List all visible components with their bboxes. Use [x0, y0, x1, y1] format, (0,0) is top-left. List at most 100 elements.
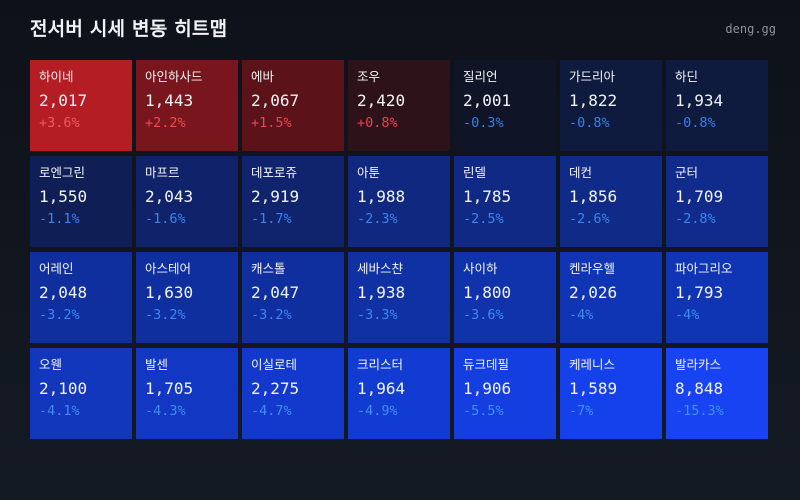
server-price: 1,988: [357, 187, 406, 206]
server-price: 2,100: [39, 379, 88, 398]
server-change: -2.5%: [463, 211, 504, 227]
server-name: 오웬: [39, 357, 63, 372]
brand-label: deng.gg: [725, 22, 776, 36]
server-change: -3.3%: [357, 307, 398, 323]
server-change: -2.8%: [675, 211, 716, 227]
server-name: 데포로쥬: [251, 165, 298, 180]
server-tile[interactable]: 하딘 1,934 -0.8%: [666, 60, 768, 151]
server-price: 2,919: [251, 187, 300, 206]
server-price: 1,934: [675, 91, 724, 110]
server-name: 발센: [145, 357, 169, 372]
server-name: 사이하: [463, 261, 498, 276]
server-tile[interactable]: 발라카스 8,848 -15.3%: [666, 348, 768, 439]
server-tile[interactable]: 캐스톨 2,047 -3.2%: [242, 252, 344, 343]
server-price: 1,822: [569, 91, 618, 110]
server-name: 발라카스: [675, 357, 722, 372]
server-price: 8,848: [675, 379, 724, 398]
server-tile[interactable]: 세바스챤 1,938 -3.3%: [348, 252, 450, 343]
server-tile[interactable]: 듀크데필 1,906 -5.5%: [454, 348, 556, 439]
server-tile[interactable]: 로엔그린 1,550 -1.1%: [30, 156, 132, 247]
server-change: +3.6%: [39, 115, 80, 131]
server-name: 조우: [357, 69, 381, 84]
server-change: -0.3%: [463, 115, 504, 131]
server-name: 린델: [463, 165, 487, 180]
server-price: 1,793: [675, 283, 724, 302]
server-price: 1,785: [463, 187, 512, 206]
server-name: 하이네: [39, 69, 74, 84]
server-name: 아툰: [357, 165, 381, 180]
server-price: 1,550: [39, 187, 88, 206]
server-tile[interactable]: 조우 2,420 +0.8%: [348, 60, 450, 151]
server-change: -1.1%: [39, 211, 80, 227]
server-tile[interactable]: 데컨 1,856 -2.6%: [560, 156, 662, 247]
server-name: 듀크데필: [463, 357, 510, 372]
server-price: 2,001: [463, 91, 512, 110]
server-tile[interactable]: 아툰 1,988 -2.3%: [348, 156, 450, 247]
server-name: 질리언: [463, 69, 498, 84]
server-change: +2.2%: [145, 115, 186, 131]
server-tile[interactable]: 발센 1,705 -4.3%: [136, 348, 238, 439]
server-tile[interactable]: 데포로쥬 2,919 -1.7%: [242, 156, 344, 247]
server-name: 하딘: [675, 69, 699, 84]
server-change: -3.2%: [251, 307, 292, 323]
heatmap-grid: 하이네 2,017 +3.6% 아인하사드 1,443 +2.2% 에바 2,0…: [30, 60, 768, 439]
server-name: 아인하사드: [145, 69, 203, 84]
server-tile[interactable]: 아인하사드 1,443 +2.2%: [136, 60, 238, 151]
server-price: 1,964: [357, 379, 406, 398]
server-change: -0.8%: [675, 115, 716, 131]
server-tile[interactable]: 크리스터 1,964 -4.9%: [348, 348, 450, 439]
server-change: -4.7%: [251, 403, 292, 419]
server-name: 케레니스: [569, 357, 616, 372]
server-price: 1,443: [145, 91, 194, 110]
server-tile[interactable]: 오웬 2,100 -4.1%: [30, 348, 132, 439]
server-name: 마프르: [145, 165, 180, 180]
server-name: 크리스터: [357, 357, 404, 372]
server-price: 1,630: [145, 283, 194, 302]
server-tile[interactable]: 하이네 2,017 +3.6%: [30, 60, 132, 151]
server-price: 1,906: [463, 379, 512, 398]
server-change: -4.3%: [145, 403, 186, 419]
server-price: 1,705: [145, 379, 194, 398]
server-tile[interactable]: 질리언 2,001 -0.3%: [454, 60, 556, 151]
server-tile[interactable]: 어레인 2,048 -3.2%: [30, 252, 132, 343]
server-tile[interactable]: 에바 2,067 +1.5%: [242, 60, 344, 151]
server-name: 아스테어: [145, 261, 192, 276]
server-name: 이실로테: [251, 357, 298, 372]
server-tile[interactable]: 가드리아 1,822 -0.8%: [560, 60, 662, 151]
server-tile[interactable]: 린델 1,785 -2.5%: [454, 156, 556, 247]
server-name: 파아그리오: [675, 261, 733, 276]
page-title: 전서버 시세 변동 히트맵: [30, 18, 228, 40]
server-change: -2.3%: [357, 211, 398, 227]
server-change: -4.9%: [357, 403, 398, 419]
server-price: 2,275: [251, 379, 300, 398]
server-name: 캐스톨: [251, 261, 286, 276]
server-tile[interactable]: 사이하 1,800 -3.6%: [454, 252, 556, 343]
server-name: 가드리아: [569, 69, 616, 84]
server-change: -7%: [569, 403, 594, 419]
server-price: 1,938: [357, 283, 406, 302]
server-price: 2,017: [39, 91, 88, 110]
server-price: 2,026: [569, 283, 618, 302]
server-tile[interactable]: 켄라우헬 2,026 -4%: [560, 252, 662, 343]
server-price: 1,856: [569, 187, 618, 206]
server-tile[interactable]: 이실로테 2,275 -4.7%: [242, 348, 344, 439]
server-tile[interactable]: 마프르 2,043 -1.6%: [136, 156, 238, 247]
server-change: -4.1%: [39, 403, 80, 419]
server-change: -1.7%: [251, 211, 292, 227]
server-tile[interactable]: 군터 1,709 -2.8%: [666, 156, 768, 247]
server-change: -3.6%: [463, 307, 504, 323]
server-name: 로엔그린: [39, 165, 86, 180]
server-tile[interactable]: 아스테어 1,630 -3.2%: [136, 252, 238, 343]
server-change: -0.8%: [569, 115, 610, 131]
server-price: 2,420: [357, 91, 406, 110]
server-name: 켄라우헬: [569, 261, 616, 276]
server-price: 2,048: [39, 283, 88, 302]
server-change: -2.6%: [569, 211, 610, 227]
server-change: -1.6%: [145, 211, 186, 227]
server-name: 데컨: [569, 165, 593, 180]
server-change: -3.2%: [145, 307, 186, 323]
server-tile[interactable]: 파아그리오 1,793 -4%: [666, 252, 768, 343]
server-tile[interactable]: 케레니스 1,589 -7%: [560, 348, 662, 439]
server-price: 1,709: [675, 187, 724, 206]
server-change: -4%: [675, 307, 700, 323]
